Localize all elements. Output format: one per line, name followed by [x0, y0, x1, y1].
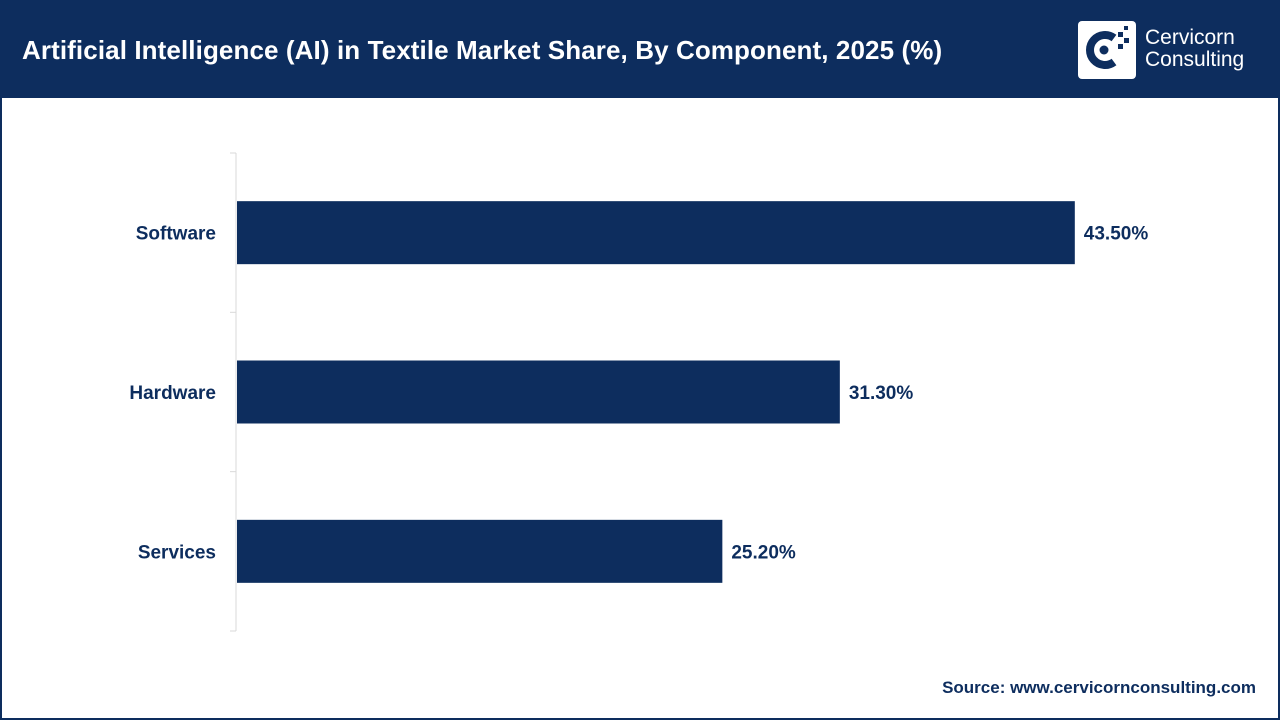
source-note: Source: www.cervicornconsulting.com	[942, 678, 1256, 697]
brand-logo: Cervicorn Consulting	[1078, 21, 1258, 79]
chart-title: Artificial Intelligence (AI) in Textile …	[22, 35, 943, 65]
category-label: Services	[138, 542, 216, 563]
header-banner: Artificial Intelligence (AI) in Textile …	[2, 2, 1278, 98]
logo-text-line2: Consulting	[1145, 48, 1245, 71]
chart-svg: Software 43.50% Hardware 31.30% Services 25.2…	[129, 152, 1149, 632]
logo-text-line1: Cervicorn	[1145, 26, 1235, 49]
bar-chart: Software 43.50% Hardware 31.30% Services 25.2…	[2, 98, 1278, 658]
value-label: 31.30%	[849, 383, 914, 404]
logo-mark-icon	[1078, 21, 1136, 79]
category-label: Software	[136, 224, 216, 245]
bar-services	[237, 519, 723, 583]
category-label: Hardware	[129, 383, 216, 404]
bar-hardware	[237, 360, 840, 424]
value-label: 43.50%	[1084, 224, 1149, 245]
bar-software	[237, 201, 1075, 265]
value-label: 25.20%	[731, 542, 796, 563]
